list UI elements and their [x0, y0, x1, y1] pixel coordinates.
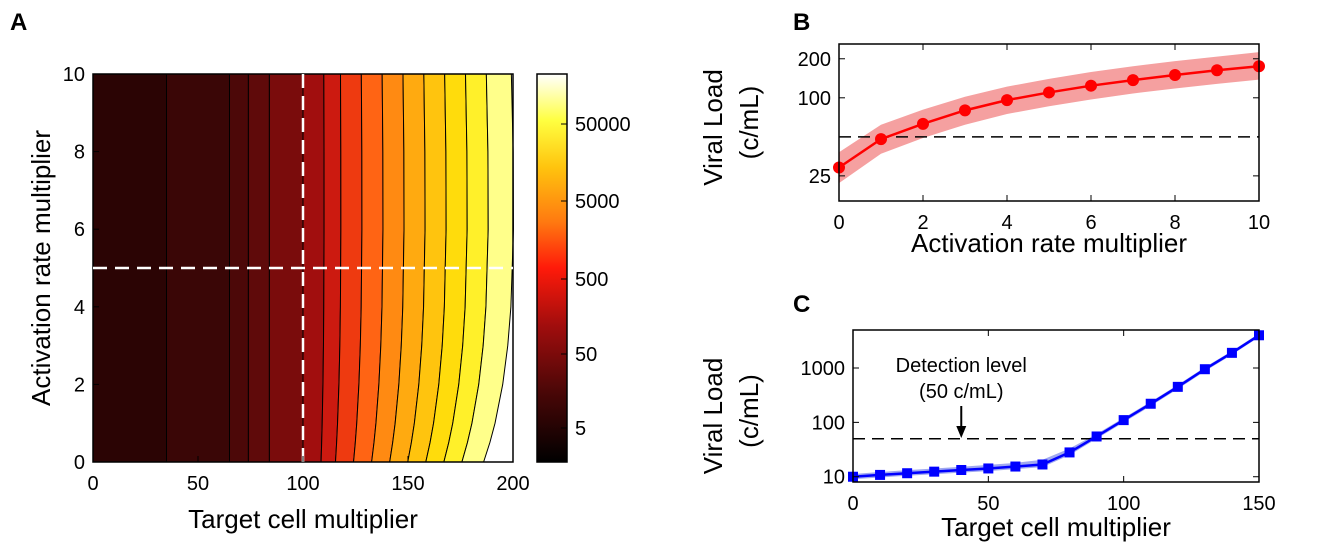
data-point [1010, 461, 1021, 472]
annotation-arrow-head [956, 426, 967, 438]
colorbar-tick-label: 50000 [575, 114, 631, 136]
x-axis-label-b: Activation rate multiplier [911, 228, 1187, 258]
y-tick-label: 6 [74, 219, 85, 241]
x-axis-label-a: Target cell multiplier [188, 504, 418, 534]
y-tick-label: 2 [74, 374, 85, 396]
data-point [1118, 415, 1129, 426]
detection-level-annotation: Detection level [896, 355, 1027, 377]
panel-letter-a: A [10, 9, 27, 36]
panel-c: C 0 50 100 150 10 100 1000 Target cell multiplie… [698, 291, 1276, 542]
contour-band [166, 73, 230, 463]
x-tick-label: 10 [1248, 212, 1270, 234]
x-tick-label: 150 [1242, 493, 1275, 515]
y-tick-label: 10 [63, 64, 85, 86]
data-point [929, 466, 940, 477]
data-point [1226, 347, 1237, 358]
data-point [1199, 364, 1210, 375]
data-point [956, 464, 967, 475]
y-tick-label: 100 [812, 412, 845, 434]
data-point [1001, 94, 1013, 107]
plot-frame-c [852, 329, 1260, 483]
x-tick-label: 100 [1107, 493, 1140, 515]
series-line [852, 334, 1260, 478]
confidence-band [839, 52, 1259, 184]
data-point [917, 117, 929, 130]
colorbar-tick-label: 50 [575, 344, 597, 366]
data-point [1091, 431, 1102, 442]
y-axis-label-b-unit: (c/mL) [734, 86, 764, 160]
x-tick-label: 8 [1169, 212, 1180, 234]
plot-frame-b [838, 43, 1260, 202]
x-tick-label: 6 [1085, 212, 1096, 234]
y-axis-label-c: Viral Load [698, 358, 728, 475]
y-tick-label: 10 [823, 467, 845, 489]
data-point [1085, 79, 1097, 92]
panel-letter-c: C [793, 291, 810, 318]
colorbar [536, 73, 568, 463]
y-axis-label-b: Viral Load [698, 69, 728, 186]
x-tick-label: 0 [87, 473, 98, 495]
y-tick-label: 8 [74, 142, 85, 164]
x-axis-label-c: Target cell multiplier [941, 512, 1171, 542]
panel-a: A 0 50 100 150 200 0 2 4 6 8 10 Target cell multipli… [10, 9, 631, 534]
data-point [1172, 381, 1183, 392]
x-tick-label: 100 [286, 473, 319, 495]
y-tick-label: 0 [74, 452, 85, 474]
data-point [902, 468, 913, 479]
y-axis-label-c-unit: (c/mL) [734, 374, 764, 448]
panel-letter-b: B [793, 9, 810, 36]
x-tick-label: 0 [833, 212, 844, 234]
data-point [959, 104, 971, 117]
y-tick-label: 25 [809, 166, 831, 188]
data-point [983, 463, 994, 474]
x-tick-label: 50 [187, 473, 209, 495]
y-tick-label: 100 [798, 88, 831, 110]
y-tick-label: 4 [74, 297, 85, 319]
x-tick-label: 0 [847, 493, 858, 515]
x-tick-label: 2 [917, 212, 928, 234]
y-tick-label: 200 [798, 49, 831, 71]
colorbar-tick-label: 5000 [575, 191, 620, 213]
colorbar-tick-label: 5 [575, 418, 586, 440]
data-point [1043, 86, 1055, 99]
y-axis-label-a: Activation rate multiplier [26, 130, 56, 406]
data-point [875, 133, 887, 146]
data-point [1127, 74, 1139, 87]
data-point [1064, 447, 1075, 458]
data-point [875, 469, 886, 480]
panel-b: B 0 2 4 6 8 10 25 100 200 Activation rate multipli… [698, 9, 1270, 258]
data-point [1145, 398, 1156, 409]
data-point [1211, 64, 1223, 77]
y-tick-label: 1000 [801, 358, 846, 380]
data-point [1169, 68, 1181, 81]
data-point [1037, 459, 1048, 470]
x-tick-label: 150 [391, 473, 424, 495]
x-tick-label: 4 [1001, 212, 1012, 234]
detection-level-annotation-value: (50 c/mL) [919, 381, 1003, 403]
x-tick-label: 200 [496, 473, 529, 495]
x-tick-label: 50 [977, 493, 999, 515]
colorbar-tick-label: 500 [575, 269, 608, 291]
